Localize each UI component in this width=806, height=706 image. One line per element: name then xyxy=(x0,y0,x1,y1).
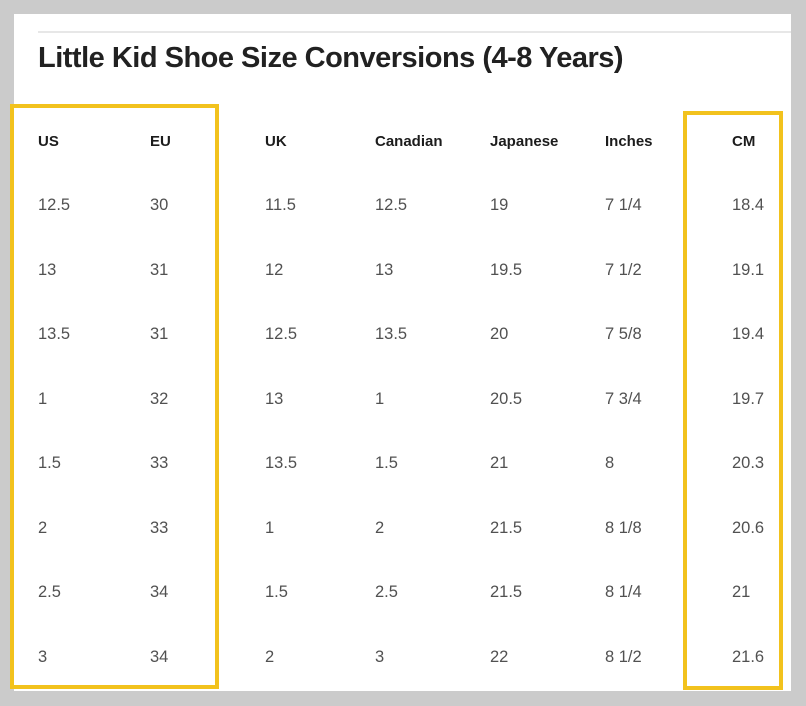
table-cell: 20.6 xyxy=(732,518,765,537)
table-cell: 1.5 xyxy=(375,454,398,473)
table-cell: 32 xyxy=(150,389,169,408)
table-cell: 31 xyxy=(150,260,169,279)
table-cell: 13 xyxy=(375,260,394,279)
table-cell: 8 1/4 xyxy=(605,583,642,602)
table-cell: 34 xyxy=(150,647,169,666)
table-cell: 31 xyxy=(150,325,169,344)
table-cell: 33 xyxy=(150,454,169,473)
table-cell: 8 xyxy=(605,454,615,473)
table-cell: 8 1/8 xyxy=(605,518,642,537)
table-cell: 13.5 xyxy=(375,325,408,344)
table-cell: 12.5 xyxy=(38,196,71,215)
table-cell: 34 xyxy=(150,583,169,602)
table-cell: 18.4 xyxy=(732,196,765,215)
table-cell: 19.7 xyxy=(732,389,765,408)
table-cell: 2 xyxy=(375,518,385,537)
table-cell: 2 xyxy=(38,518,48,537)
table-cell: 1.5 xyxy=(38,454,61,473)
table-cell: 21.5 xyxy=(490,518,523,537)
table-cell: 19.4 xyxy=(732,325,765,344)
table-cell: 13 xyxy=(265,389,284,408)
column-header-canadian: Canadian xyxy=(375,132,443,150)
table-cell: 30 xyxy=(150,196,169,215)
table-cell: 13.5 xyxy=(38,325,71,344)
column-header-cm: CM xyxy=(732,132,756,150)
table-cell: 1 xyxy=(265,518,275,537)
table-cell: 13 xyxy=(38,260,57,279)
table-cell: 21.5 xyxy=(490,583,523,602)
table-cell: 8 1/2 xyxy=(605,647,642,666)
column-header-us: US xyxy=(38,132,59,150)
table-cell: 19 xyxy=(490,196,509,215)
table-cell: 1.5 xyxy=(265,583,288,602)
table-cell: 11.5 xyxy=(265,196,296,215)
table-cell: 7 1/4 xyxy=(605,196,642,215)
table-cell: 3 xyxy=(38,647,48,666)
column-header-japanese: Japanese xyxy=(490,132,559,150)
table-cell: 20.5 xyxy=(490,389,523,408)
table-cell: 21.6 xyxy=(732,647,765,666)
table-cell: 33 xyxy=(150,518,169,537)
table-cell: 20.3 xyxy=(732,454,765,473)
column-header-eu: EU xyxy=(150,132,171,150)
table-cell: 12.5 xyxy=(375,196,408,215)
table-cell: 2.5 xyxy=(375,583,398,602)
column-header-uk: UK xyxy=(265,132,287,150)
table-cell: 19.1 xyxy=(732,260,765,279)
shoe-size-conversion-table: US EU UK Canadian Japanese Inches CM 12.… xyxy=(38,109,792,690)
table-cell: 21 xyxy=(732,583,751,602)
page-title: Little Kid Shoe Size Conversions (4-8 Ye… xyxy=(38,42,624,74)
table-cell: 3 xyxy=(375,647,385,666)
table-cell: 7 5/8 xyxy=(605,325,642,344)
table-cell: 7 3/4 xyxy=(605,389,642,408)
column-header-inches: Inches xyxy=(605,132,653,150)
table-cell: 20 xyxy=(490,325,509,344)
table-cell: 13.5 xyxy=(265,454,298,473)
table-cell: 2.5 xyxy=(38,583,61,602)
table-cell: 2 xyxy=(265,647,275,666)
table-cell: 19.5 xyxy=(490,260,523,279)
top-divider xyxy=(38,31,791,33)
table-cell: 21 xyxy=(490,454,509,473)
table-cell: 12 xyxy=(265,260,284,279)
table-cell: 7 1/2 xyxy=(605,260,642,279)
content-card: Little Kid Shoe Size Conversions (4-8 Ye… xyxy=(14,14,791,691)
table-cell: 1 xyxy=(38,389,48,408)
table-cell: 1 xyxy=(375,389,385,408)
table-cell: 22 xyxy=(490,647,509,666)
table-cell: 12.5 xyxy=(265,325,298,344)
